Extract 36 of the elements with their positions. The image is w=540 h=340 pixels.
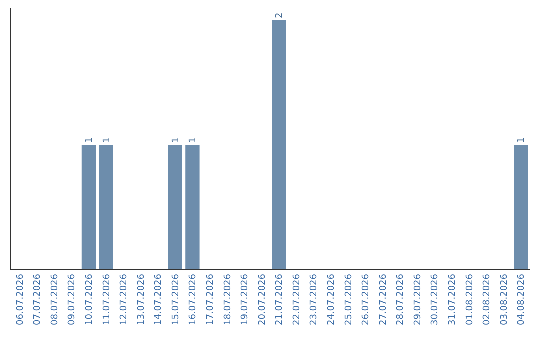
- x-tick-label: 18.07.2026: [223, 274, 234, 326]
- x-tick-label: 08.07.2026: [50, 274, 60, 326]
- data-label: 1: [517, 138, 528, 144]
- x-tick-label: 25.07.2026: [344, 274, 354, 326]
- data-label: 1: [84, 138, 95, 144]
- x-tick-label: 28.07.2026: [396, 274, 406, 326]
- x-tick-label: 12.07.2026: [120, 274, 130, 326]
- data-label: 1: [188, 138, 199, 144]
- x-tick-label: 01.08.2026: [465, 274, 476, 326]
- x-tick-label: 11.07.2026: [102, 274, 112, 326]
- x-tick-label: 10.07.2026: [84, 274, 95, 326]
- x-tick-label: 21.07.2026: [275, 274, 286, 326]
- x-tick-label: 13.07.2026: [136, 274, 147, 326]
- x-tick-label: 23.07.2026: [310, 274, 320, 326]
- x-tick-label: 15.07.2026: [171, 274, 182, 326]
- data-label: 1: [171, 138, 182, 144]
- x-tick-label: 27.07.2026: [378, 274, 389, 326]
- data-label: 1: [102, 138, 112, 144]
- x-tick-label: 30.07.2026: [430, 274, 441, 326]
- x-tick-label: 04.08.2026: [517, 274, 528, 326]
- x-tick-label: 20.07.2026: [258, 274, 268, 326]
- data-label: 2: [275, 12, 286, 18]
- x-tick-label: 03.08.2026: [500, 274, 510, 326]
- x-tick-label: 24.07.2026: [327, 274, 338, 326]
- x-tick-label: 14.07.2026: [154, 274, 164, 326]
- x-tick-label: 29.07.2026: [413, 274, 424, 326]
- x-tick-label: 07.07.2026: [33, 274, 44, 326]
- x-tick-label: 16.07.2026: [188, 274, 199, 326]
- x-tick-label: 22.07.2026: [292, 274, 302, 326]
- x-tick-label: 31.07.2026: [448, 274, 458, 326]
- x-tick-label: 06.07.2026: [16, 274, 26, 326]
- x-tick-label: 09.07.2026: [68, 274, 78, 326]
- x-tick-label: 02.08.2026: [482, 274, 493, 326]
- x-tick-label: 17.07.2026: [206, 274, 216, 326]
- x-tick-label: 19.07.2026: [240, 274, 251, 326]
- x-tick-label: 26.07.2026: [362, 274, 372, 326]
